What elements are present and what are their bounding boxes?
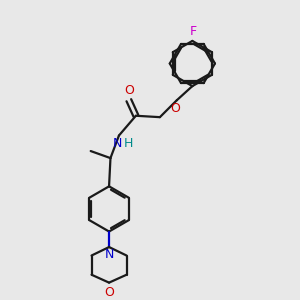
Text: O: O <box>170 103 180 116</box>
Text: F: F <box>190 25 197 38</box>
Text: H: H <box>123 137 133 150</box>
Text: O: O <box>104 286 114 299</box>
Text: O: O <box>124 84 134 97</box>
Text: N: N <box>104 248 114 262</box>
Text: N: N <box>113 137 122 150</box>
